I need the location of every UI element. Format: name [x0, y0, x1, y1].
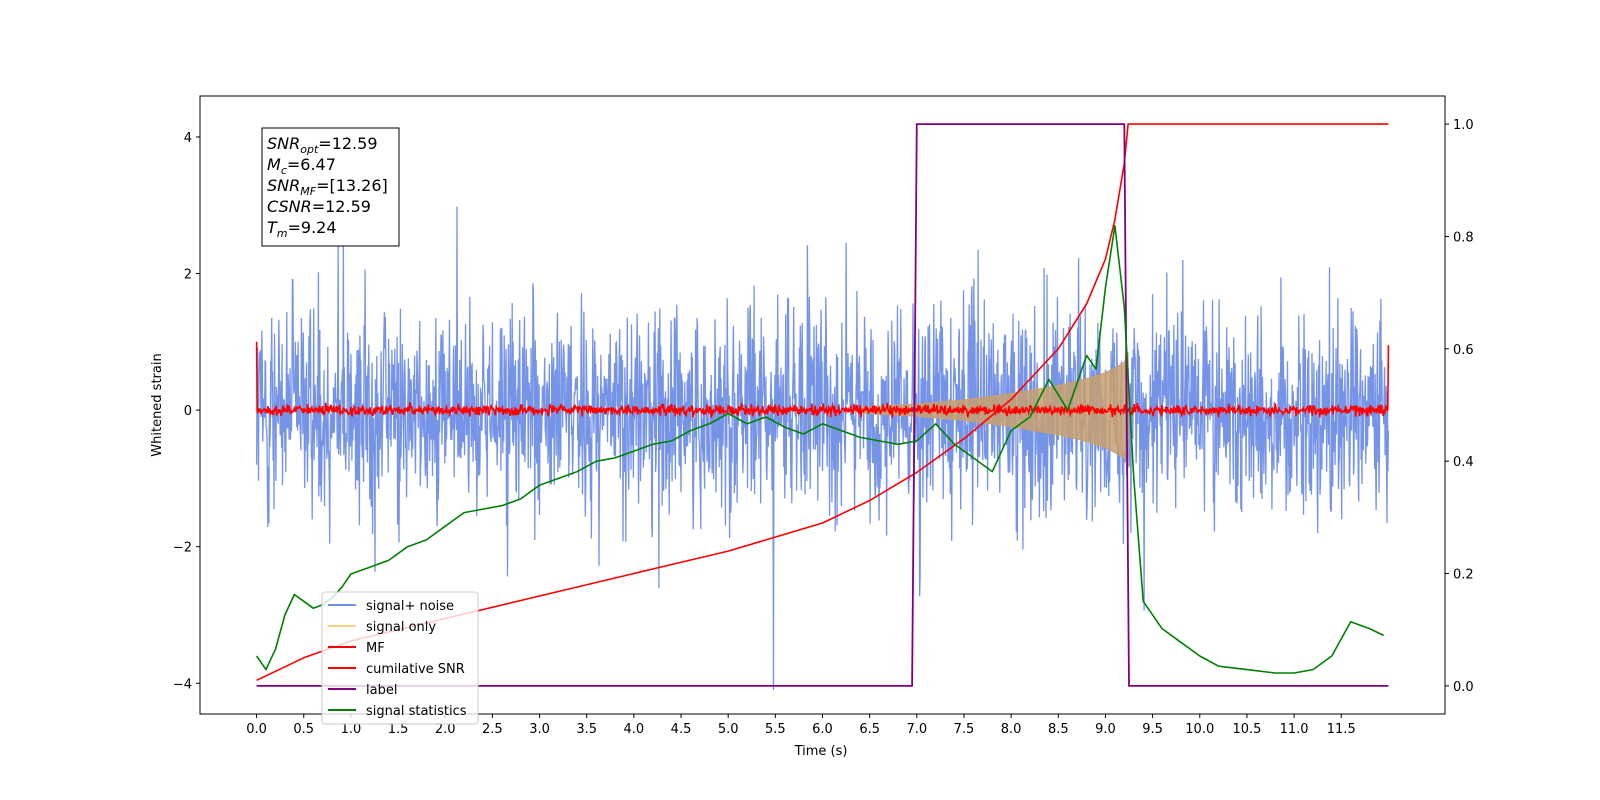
x-tick-label: 8.0 — [1001, 722, 1022, 737]
signal-plus-noise-line — [255, 206, 1390, 691]
x-tick-label: 7.0 — [906, 722, 927, 737]
label-line — [256, 123, 1389, 687]
x-tick-label: 7.5 — [954, 722, 975, 737]
x-tick-label: 9.0 — [1095, 722, 1116, 737]
legend-entry-label: MF — [366, 641, 385, 656]
x-tick-label: 6.0 — [812, 722, 833, 737]
y-right-tick-label: 0.0 — [1453, 680, 1474, 695]
series-signal-statistics — [255, 224, 1385, 674]
legend: signal+ noise signal only MF cumilative SNR… — [321, 591, 479, 725]
y-axis-right: 0.0 0.2 0.4 0.6 0.8 1.0 — [1445, 118, 1474, 695]
y-right-tick-label: 0.2 — [1453, 568, 1474, 583]
series-mf — [255, 341, 1390, 419]
x-tick-label: 11.5 — [1327, 722, 1356, 737]
mf-line — [255, 341, 1390, 419]
legend-entry-label: signal only — [366, 620, 436, 635]
legend-entry-label: cumilative SNR — [366, 662, 465, 677]
legend-entry-label: label — [366, 683, 397, 698]
y-right-tick-label: 1.0 — [1453, 118, 1474, 133]
x-tick-label: 11.0 — [1280, 722, 1309, 737]
y-axis-label: Whitened strain — [150, 353, 165, 456]
y-tick-label: 2 — [184, 268, 192, 283]
legend-entry-label: signal+ noise — [366, 599, 454, 614]
info-tm: Tm=9.24 — [267, 218, 337, 240]
x-tick-label: 5.5 — [765, 722, 786, 737]
x-tick-label: 6.5 — [859, 722, 880, 737]
signal-statistics-line — [255, 224, 1385, 674]
x-tick-label: 5.0 — [718, 722, 739, 737]
x-tick-label: 2.0 — [435, 722, 456, 737]
x-tick-label: 8.5 — [1048, 722, 1069, 737]
info-snr-opt: SNRopt=12.59 — [267, 134, 378, 156]
series-signal-plus-noise — [255, 206, 1390, 691]
x-tick-label: 0.5 — [293, 722, 314, 737]
y-tick-label: 0 — [184, 404, 192, 419]
x-tick-label: 1.5 — [388, 722, 409, 737]
info-mc: Mc=6.47 — [267, 155, 336, 177]
x-tick-label: 3.0 — [529, 722, 550, 737]
x-tick-label: 3.5 — [576, 722, 597, 737]
x-tick-label: 0.0 — [246, 722, 267, 737]
x-tick-label: 2.5 — [482, 722, 503, 737]
y-right-tick-label: 0.6 — [1453, 343, 1474, 358]
y-tick-label: −4 — [173, 677, 192, 692]
legend-entry-label: signal statistics — [366, 704, 467, 719]
y-tick-label: −2 — [173, 541, 192, 556]
legend-frame — [321, 591, 479, 725]
info-csnr: CSNR=12.59 — [267, 197, 371, 216]
info-snr-mf: SNRMF=[13.26] — [267, 176, 388, 198]
x-tick-label: 4.0 — [624, 722, 645, 737]
x-tick-label: 9.5 — [1142, 722, 1163, 737]
x-axis: 0.0 0.5 1.0 1.5 2.0 2.5 3.0 3.5 4.0 4.5 5.0 5.5 6.0 6… — [246, 714, 1356, 737]
x-axis-label: Time (s) — [794, 744, 848, 759]
info-box-frame — [261, 127, 400, 247]
y-tick-label: 4 — [184, 131, 192, 146]
y-axis-left: −4 −2 0 2 4 — [173, 131, 200, 692]
y-right-tick-label: 0.8 — [1453, 230, 1474, 245]
info-box: SNRopt=12.59 Mc=6.47 SNRMF=[13.26] CSNR=… — [261, 127, 400, 247]
y-right-tick-label: 0.4 — [1453, 455, 1474, 470]
x-tick-label: 1.0 — [341, 722, 362, 737]
x-tick-label: 10.0 — [1185, 722, 1214, 737]
x-tick-label: 10.5 — [1232, 722, 1261, 737]
x-tick-label: 4.5 — [671, 722, 692, 737]
series-label — [256, 123, 1389, 687]
